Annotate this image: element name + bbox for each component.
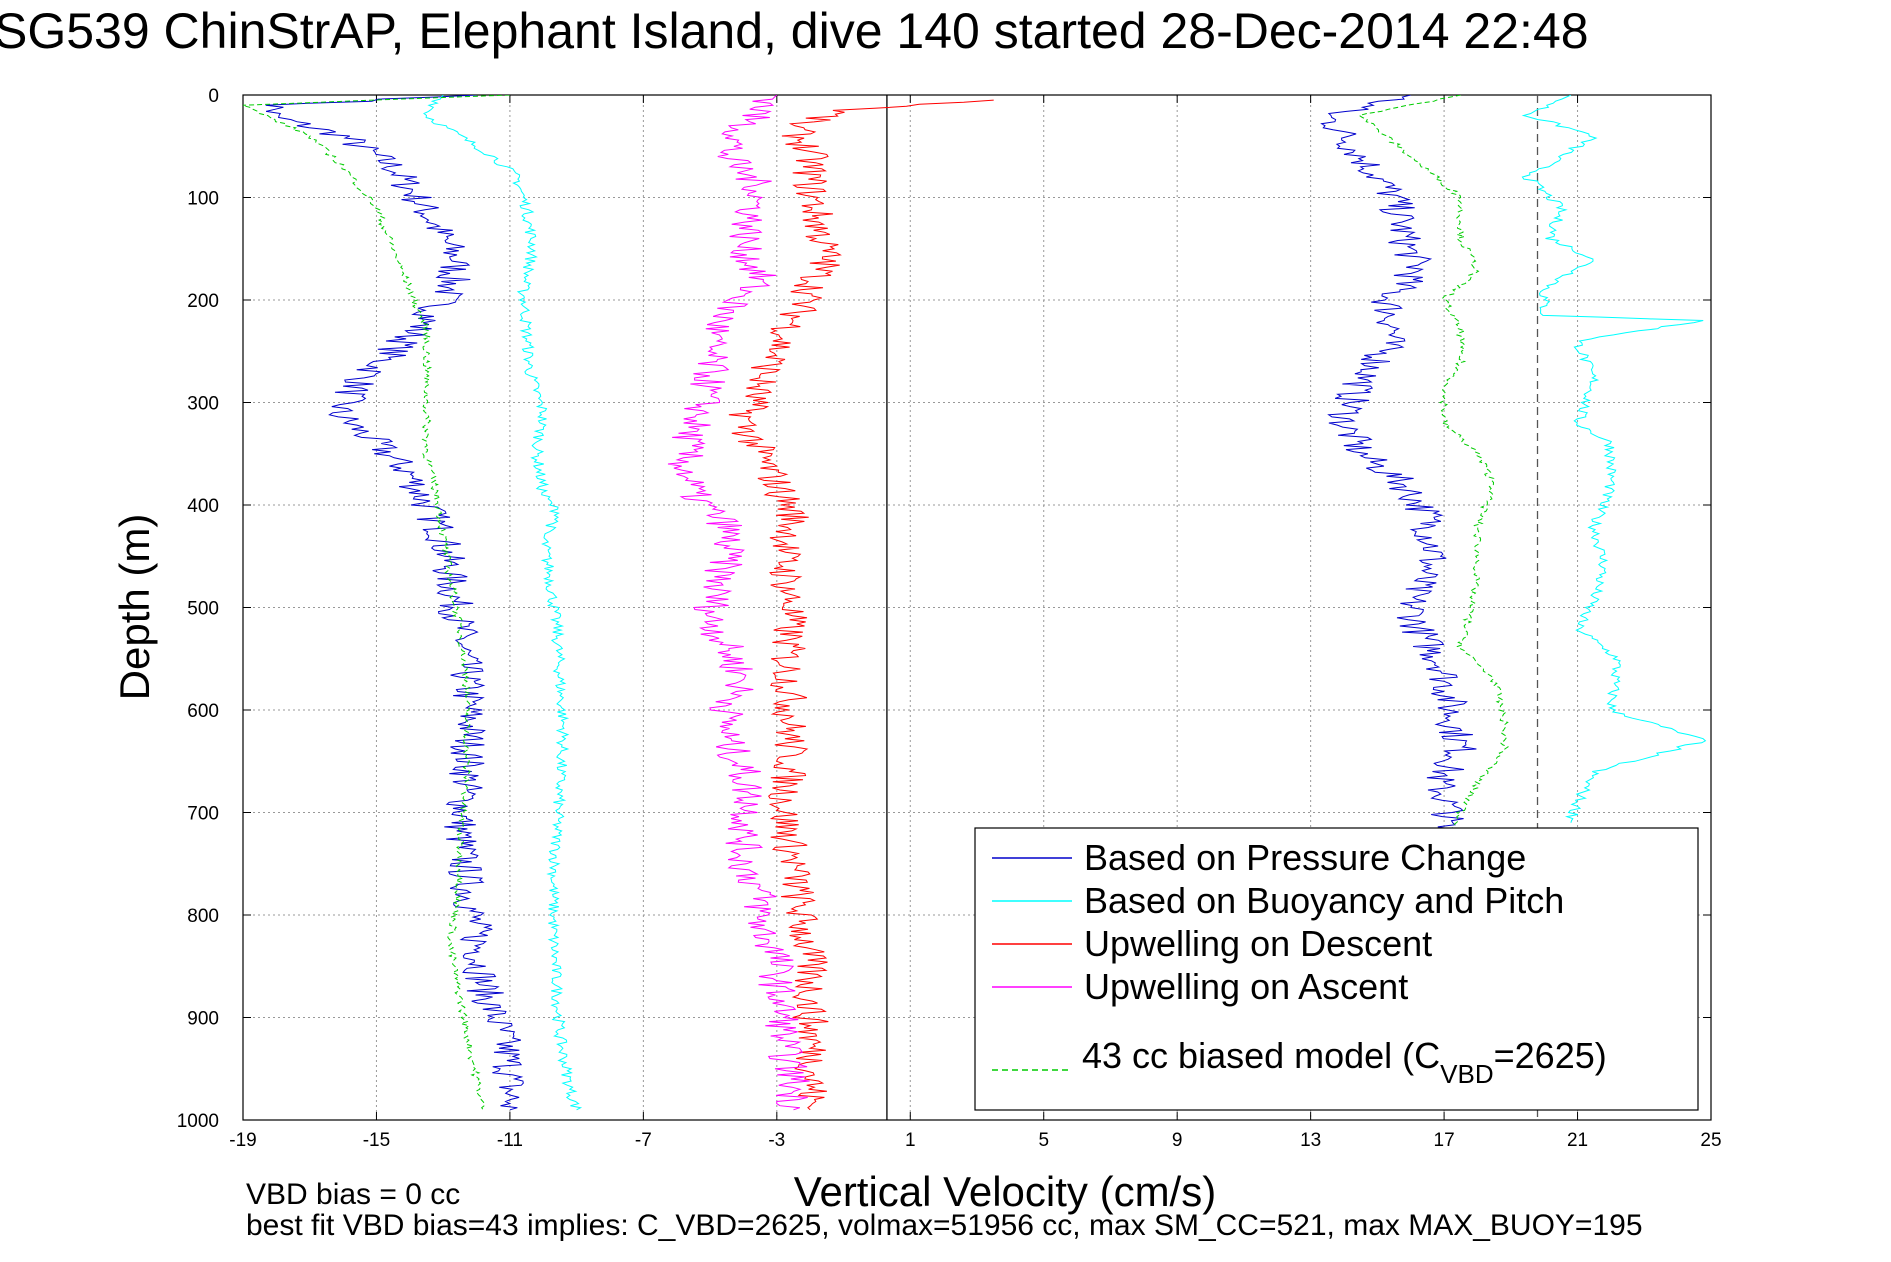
x-axis-label: Vertical Velocity (cm/s) — [794, 1168, 1216, 1215]
y-tick-label: 0 — [208, 86, 219, 107]
x-tick-label: 13 — [1300, 1130, 1321, 1151]
x-tick-label: -19 — [229, 1130, 256, 1151]
legend-model-suffix: =2625) — [1494, 1035, 1607, 1076]
y-tick-label: 1000 — [177, 1111, 219, 1132]
series-line-43-cc-biased-model-c-vbd-2625 — [1358, 95, 1510, 834]
legend-label-biased-model: 43 cc biased model (CVBD=2625) — [1082, 1035, 1607, 1089]
x-tick-label: -15 — [363, 1130, 390, 1151]
vbd-bias-note: VBD bias = 0 cc — [246, 1178, 460, 1211]
legend-label-upwelling-on-ascent: Upwelling on Ascent — [1084, 966, 1408, 1007]
y-tick-labels: 0 100 200 300 400 500 600 700 800 900 1000 — [177, 86, 219, 1132]
x-tick-label: 21 — [1567, 1130, 1588, 1151]
y-tick-label: 200 — [187, 291, 219, 312]
y-tick-label: 400 — [187, 496, 219, 517]
legend-label-based-on-pressure-change: Based on Pressure Change — [1084, 837, 1526, 878]
y-tick-label: 100 — [187, 189, 219, 210]
y-tick-label: 500 — [187, 599, 219, 620]
series-line-based-on-pressure-change — [1320, 95, 1477, 834]
series-line-upwelling-on-descent — [728, 99, 994, 1111]
y-tick-label: 700 — [187, 804, 219, 825]
x-tick-labels: -19 -15 -11 -7 -3 1 5 9 13 17 21 25 — [229, 1130, 1721, 1151]
x-tick-label: -3 — [768, 1130, 785, 1151]
x-tick-label: 5 — [1038, 1130, 1049, 1151]
series-lines — [243, 95, 1707, 1111]
best-fit-note: best fit VBD bias=43 implies: C_VBD=2625… — [246, 1209, 1643, 1242]
chart-title: SG539 ChinStrAP, Elephant Island, dive 1… — [0, 3, 1589, 59]
x-tick-label: 17 — [1434, 1130, 1455, 1151]
x-tick-label: 1 — [905, 1130, 916, 1151]
x-tick-label: -11 — [497, 1130, 523, 1151]
series-line-43-cc-biased-model-c-vbd-2625 — [243, 95, 510, 1111]
legend-model-prefix: 43 cc biased model (C — [1082, 1035, 1440, 1076]
reference-lines — [886, 95, 1539, 1120]
grid-lines — [242, 94, 1712, 1121]
legend-box — [974, 827, 1699, 1111]
series-line-based-on-pressure-change — [265, 95, 524, 1111]
series-line-based-on-buoyancy-and-pitch — [423, 95, 583, 1111]
y-tick-label: 300 — [187, 394, 219, 415]
legend-model-subscript: VBD — [1440, 1059, 1493, 1089]
y-tick-label: 600 — [187, 701, 219, 722]
x-tick-label: 25 — [1700, 1130, 1721, 1151]
x-tick-label: 9 — [1172, 1130, 1183, 1151]
y-tick-label: 800 — [187, 906, 219, 927]
plot-area-frame — [242, 94, 1712, 1121]
series-line-upwelling-on-ascent — [667, 95, 810, 1111]
x-tick-label: -7 — [635, 1130, 652, 1151]
legend-label-upwelling-on-descent: Upwelling on Descent — [1084, 923, 1432, 964]
legend-label-based-on-buoyancy-and-pitch: Based on Buoyancy and Pitch — [1084, 880, 1564, 921]
series-line-based-on-buoyancy-and-pitch — [1521, 95, 1707, 823]
y-axis-label: Depth (m) — [111, 514, 158, 701]
y-tick-label: 900 — [187, 1009, 219, 1030]
